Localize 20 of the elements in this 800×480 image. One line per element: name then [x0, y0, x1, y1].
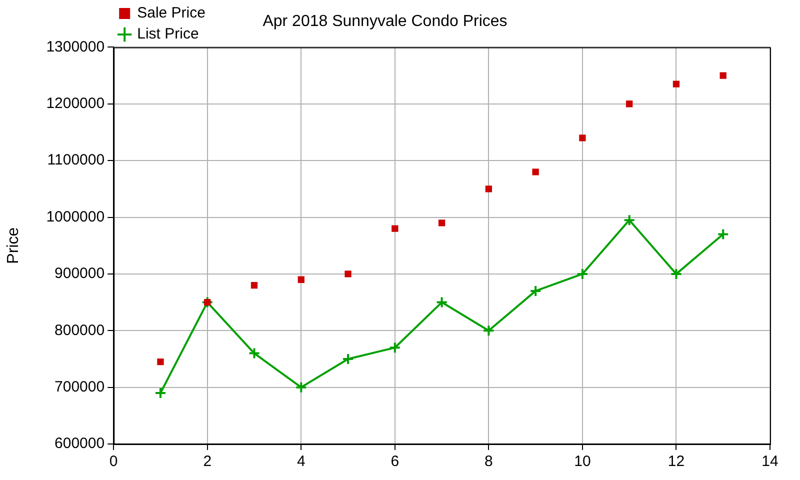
x-tick-label: 8 [484, 453, 493, 470]
x-tick-label: 10 [574, 453, 591, 470]
y-tick-label: 800000 [54, 322, 105, 339]
y-tick-label: 1100000 [47, 152, 105, 169]
x-tick-label: 14 [762, 453, 778, 470]
x-tick-label: 2 [203, 453, 212, 470]
y-tick-label: 600000 [54, 435, 105, 452]
y-tick-label: 1000000 [46, 208, 105, 226]
x-tick-label: 12 [668, 453, 685, 470]
y-tick-label: 900000 [54, 265, 105, 282]
y-axis-title: Price [5, 227, 22, 264]
y-tick-label: 700000 [54, 378, 105, 396]
y-tick-label: 1300000 [46, 38, 105, 56]
chart-title: Apr 2018 Sunnyvale Condo Prices [262, 13, 508, 30]
x-tick-label: 0 [109, 453, 118, 470]
legend-label: List Price [137, 26, 199, 43]
x-tick-label: 4 [296, 453, 306, 470]
y-tick-label: 1200000 [46, 95, 105, 112]
x-tick-label: 6 [390, 453, 400, 470]
legend-label: Sale Price [137, 4, 206, 22]
